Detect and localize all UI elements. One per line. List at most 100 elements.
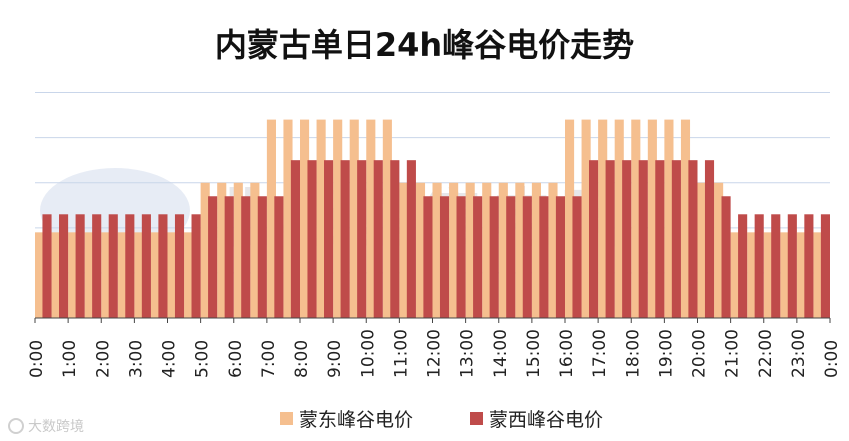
bar-west — [439, 196, 450, 318]
bar-west — [539, 196, 549, 318]
bar-west — [473, 196, 483, 318]
bar-west — [638, 160, 648, 318]
bar-east — [548, 182, 558, 318]
bar-east — [349, 119, 359, 318]
corner-watermark-text: 大数跨境 — [28, 419, 84, 435]
x-tick-label: 1:00 — [60, 340, 80, 378]
bar-east — [813, 232, 823, 318]
bar-east — [697, 182, 707, 318]
bar-west — [820, 214, 830, 318]
bar-east — [382, 119, 392, 318]
bar-east — [68, 232, 78, 318]
bar-east — [680, 119, 691, 318]
x-tick-label: 10:00 — [358, 329, 378, 378]
bar-west — [738, 214, 748, 318]
x-tick-label: 5:00 — [193, 340, 213, 378]
bar-west — [572, 196, 582, 318]
bar-west — [357, 160, 367, 318]
bar-west — [224, 196, 234, 318]
x-tick-label: 6:00 — [226, 340, 246, 378]
bar-east — [647, 119, 657, 318]
bar-east — [233, 182, 243, 318]
chart-title: 内蒙古单日24h峰谷电价走势 — [214, 26, 635, 64]
x-tick-labels: 0:00 1:00 2:00 3:00 4:00 5:00 6:00 7:00 8:00 9:00… — [27, 329, 842, 378]
bar-west — [406, 160, 416, 318]
bar-east — [780, 232, 790, 318]
x-tick-label: 2:00 — [93, 340, 113, 378]
x-tick-label: 16:00 — [557, 329, 577, 378]
bar-west — [704, 160, 715, 318]
bar-west — [754, 214, 764, 318]
x-tick-label: 12:00 — [425, 329, 445, 378]
bar-east — [581, 119, 591, 318]
bar-east — [747, 232, 757, 318]
bar-west — [290, 160, 300, 318]
bar-east — [714, 182, 724, 318]
bar-east — [333, 119, 343, 318]
bar-east — [283, 119, 293, 318]
bar-east — [366, 119, 376, 318]
bar-west — [787, 214, 797, 318]
bar-west — [174, 214, 185, 318]
x-tick-label: 0:00 — [822, 340, 842, 378]
bar-east — [614, 119, 624, 318]
bar-east — [465, 182, 475, 318]
bar-west — [75, 214, 85, 318]
bar-west — [522, 196, 532, 318]
x-tick-label: 18:00 — [623, 329, 643, 378]
bar-east — [763, 232, 773, 318]
bar-west — [605, 160, 615, 318]
x-tick-label: 21:00 — [723, 329, 743, 378]
series-east-bars — [35, 119, 823, 318]
bar-east — [449, 182, 459, 318]
bar-east — [167, 232, 177, 318]
bar-east — [730, 232, 740, 318]
bar-east — [150, 232, 161, 318]
bar-east — [300, 119, 310, 318]
legend-swatch-west — [470, 412, 483, 425]
bar-east — [796, 232, 806, 318]
bar-west — [108, 214, 118, 318]
bar-west — [589, 160, 599, 318]
bar-west — [191, 214, 201, 318]
bar-east — [217, 182, 227, 318]
bar-west — [506, 196, 516, 318]
x-axis — [34, 317, 831, 323]
bar-east — [432, 182, 442, 318]
x-tick-label: 7:00 — [259, 340, 279, 378]
bar-west — [771, 214, 781, 318]
legend-item-east: 蒙东峰谷电价 — [280, 405, 413, 432]
bar-east — [184, 232, 194, 318]
bar-west — [208, 196, 218, 318]
bar-east — [117, 232, 127, 318]
bar-west — [804, 214, 814, 318]
bar-east — [482, 182, 492, 318]
legend-item-west: 蒙西峰谷电价 — [470, 405, 603, 432]
bar-west — [555, 196, 565, 318]
bar-west — [257, 196, 267, 318]
legend-label-west: 蒙西峰谷电价 — [489, 409, 604, 431]
bar-west — [125, 214, 135, 318]
legend: 蒙东峰谷电价 蒙西峰谷电价 — [0, 405, 849, 431]
bar-east — [316, 119, 326, 318]
legend-label-east: 蒙东峰谷电价 — [299, 409, 414, 431]
bar-east — [664, 119, 674, 318]
bar-west — [489, 196, 499, 318]
bar-west — [59, 214, 69, 318]
x-tick-label: 11:00 — [391, 329, 411, 378]
bar-east — [598, 119, 608, 318]
corner-watermark: 大数跨境 — [8, 416, 84, 436]
x-tick-label: 19:00 — [656, 329, 676, 378]
bar-west — [671, 160, 681, 318]
bar-west — [622, 160, 632, 318]
bar-west — [456, 196, 466, 318]
bar-east — [515, 182, 525, 318]
x-tick-label: 8:00 — [292, 340, 312, 378]
x-tick-label: 23:00 — [789, 329, 809, 378]
legend-swatch-east — [280, 412, 293, 425]
bar-west — [92, 214, 102, 318]
bar-west — [721, 196, 731, 318]
bar-east — [84, 232, 94, 318]
bar-east — [531, 182, 541, 318]
bar-east — [200, 182, 210, 318]
